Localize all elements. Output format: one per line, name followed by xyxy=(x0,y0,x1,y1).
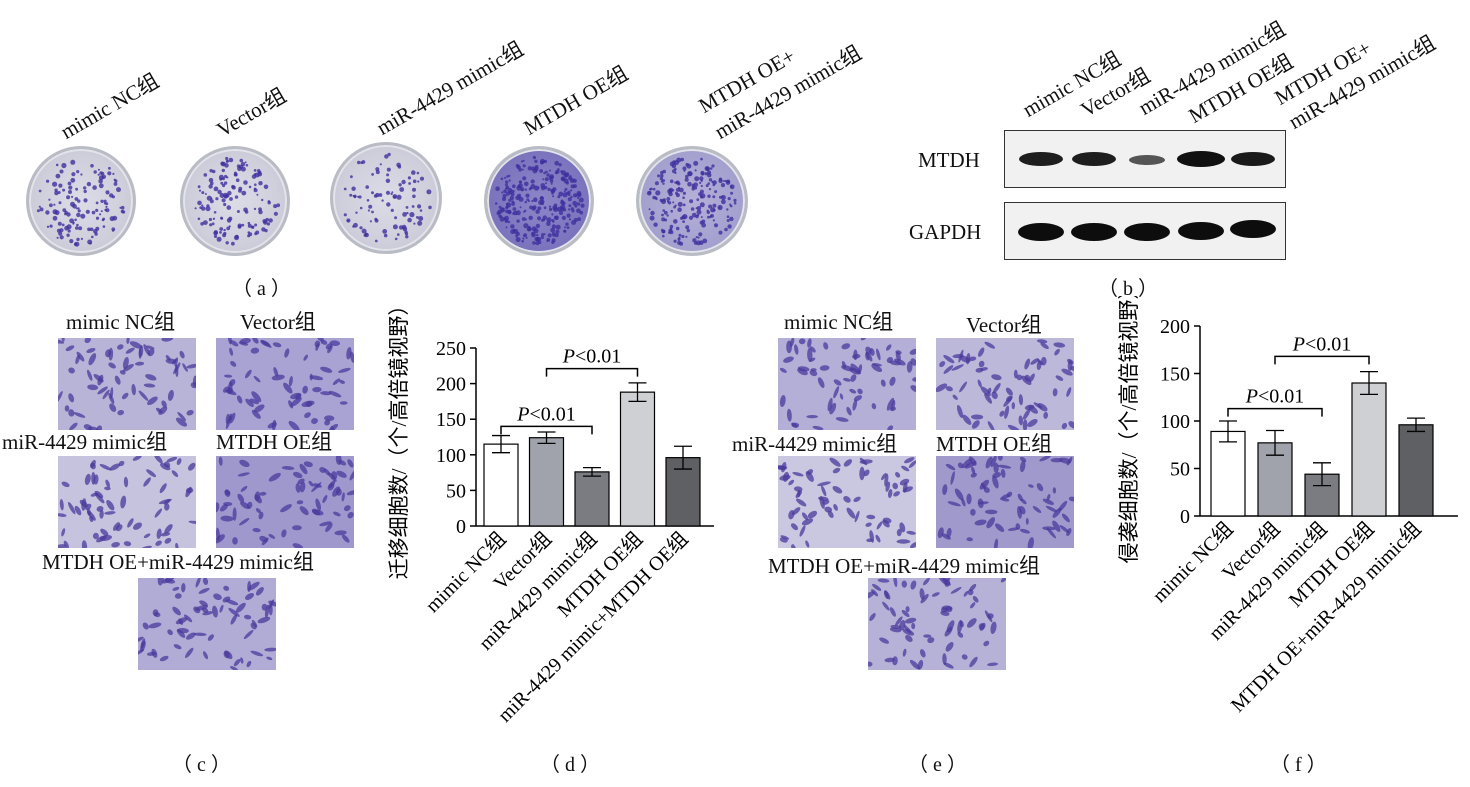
migration-label-mtdh-oe-mir4429: MTDH OE+miR-4429 mimic组 xyxy=(42,550,314,574)
micrograph-cells xyxy=(868,578,1006,670)
blot-row-label-gapdh: GAPDH xyxy=(909,220,982,244)
invasion-image-mtdh-oe xyxy=(936,456,1074,548)
migration-image-mtdh-oe-mir4429 xyxy=(138,578,276,670)
colony-label-mir4429-mimic: miR-4429 mimic组 xyxy=(372,36,528,140)
migration-label-mir4429-mimic: miR-4429 mimic组 xyxy=(2,430,168,454)
band-mtdh-3 xyxy=(1129,155,1165,165)
y-tick-label: 200 xyxy=(1160,316,1190,338)
micrograph-cells xyxy=(778,457,916,548)
micrograph-cells xyxy=(222,338,354,430)
bar-4 xyxy=(619,391,656,527)
micrograph-cells xyxy=(58,338,196,430)
y-tick-label: 0 xyxy=(1180,506,1190,528)
micrograph-cells xyxy=(216,456,354,548)
band-mtdh-2 xyxy=(1072,152,1116,166)
y-tick-label: 250 xyxy=(436,338,466,360)
caption-d: （ d ） xyxy=(540,754,600,776)
colony-speckles xyxy=(194,156,281,246)
caption-f: （ f ） xyxy=(1270,754,1327,776)
significance-bracket-1 xyxy=(1227,407,1323,417)
migration-image-mtdh-oe xyxy=(216,456,354,548)
significance-label-2: P<0.01 xyxy=(562,346,622,368)
y-tick-label: 100 xyxy=(436,445,466,467)
y-axis-label: 迁移细胞数/（个/高倍镜视野） xyxy=(387,296,411,579)
blot-bands-mtdh xyxy=(1019,151,1275,167)
significance-label-1: P<0.01 xyxy=(516,403,576,425)
y-tick-label: 50 xyxy=(446,480,466,502)
bar-2 xyxy=(528,437,565,527)
colony-speckles xyxy=(343,152,432,243)
blot-strip-gapdh xyxy=(1004,202,1286,260)
colony-label-vector: Vector组 xyxy=(212,83,291,142)
colony-speckles xyxy=(646,157,737,246)
migration-label-mimic-nc: mimic NC组 xyxy=(66,310,176,334)
invasion-label-mtdh-oe: MTDH OE组 xyxy=(936,432,1053,456)
y-tick-label: 100 xyxy=(1160,411,1190,433)
bar-1 xyxy=(1210,430,1246,517)
bar-1 xyxy=(483,443,519,527)
micrograph-cells xyxy=(58,456,196,548)
colony-speckles xyxy=(494,155,585,246)
invasion-label-mir4429-mimic: miR-4429 mimic组 xyxy=(732,432,898,456)
migration-image-mir4429-mimic xyxy=(58,456,196,548)
invasion-image-mir4429-mimic xyxy=(778,456,916,548)
colony-dish-vector xyxy=(180,146,290,256)
migration-label-vector: Vector组 xyxy=(240,310,316,334)
colony-dish-mtdh-oe xyxy=(484,146,594,256)
significance-label-2: P<0.01 xyxy=(1292,333,1352,355)
migration-image-mimic-nc xyxy=(58,338,196,430)
band-mtdh-4 xyxy=(1177,151,1225,167)
y-axis-label: 侵袭细胞数/（个/高倍镜视野） xyxy=(1117,296,1141,563)
colony-speckles xyxy=(36,159,126,247)
y-tick-label: 150 xyxy=(1160,364,1190,386)
blot-row-label-mtdh: MTDH xyxy=(918,148,980,172)
colony-dish-mimic-nc xyxy=(26,146,136,256)
invasion-image-vector xyxy=(936,338,1074,430)
blot-bands-gapdh xyxy=(1018,220,1276,241)
y-tick-label: 0 xyxy=(456,516,466,538)
band-gapdh-1 xyxy=(1018,223,1064,241)
blot-strip-mtdh xyxy=(1004,130,1286,188)
y-tick-label: 150 xyxy=(436,409,466,431)
colony-label-mimic-nc: mimic NC组 xyxy=(56,68,163,144)
y-tick-label: 50 xyxy=(1170,459,1190,481)
significance-bracket-2 xyxy=(1274,355,1370,365)
micrograph-cells xyxy=(138,578,276,670)
micrograph-cells xyxy=(936,339,1074,430)
y-tick-label: 200 xyxy=(436,374,466,396)
significance-bracket-1 xyxy=(500,425,593,435)
caption-c: （ c ） xyxy=(172,754,231,776)
significance-label-1: P<0.01 xyxy=(1245,386,1305,408)
colony-label-mtdh-oe: MTDH OE组 xyxy=(519,61,633,140)
caption-b: （ b ） xyxy=(1098,278,1158,300)
invasion-label-mimic-nc: mimic NC组 xyxy=(784,310,894,334)
caption-e: （ e ） xyxy=(908,754,967,776)
band-gapdh-5 xyxy=(1230,220,1276,238)
invasion-label-mtdh-oe-mir4429: MTDH OE+miR-4429 mimic组 xyxy=(768,554,1040,578)
bar-3 xyxy=(574,471,610,527)
bar-4 xyxy=(1351,382,1387,517)
micrograph-cells xyxy=(937,456,1074,548)
migration-image-vector xyxy=(216,338,354,430)
colony-dish-mtdh-oe-mir4429 xyxy=(636,146,748,256)
band-mtdh-5 xyxy=(1231,152,1275,166)
invasion-image-mimic-nc xyxy=(778,338,916,430)
band-gapdh-2 xyxy=(1071,223,1117,241)
colony-dish-mir4429-mimic xyxy=(330,142,442,254)
band-mtdh-1 xyxy=(1019,152,1063,166)
invasion-image-mtdh-oe-mir4429 xyxy=(868,578,1006,670)
invasion-label-vector: Vector组 xyxy=(966,313,1042,337)
migration-label-mtdh-oe: MTDH OE组 xyxy=(216,430,333,454)
caption-a: （ a ） xyxy=(232,278,291,300)
micrograph-cells xyxy=(779,338,916,430)
band-gapdh-4 xyxy=(1178,222,1224,240)
bar-5 xyxy=(1398,424,1434,517)
significance-bracket-2 xyxy=(545,367,639,377)
band-gapdh-3 xyxy=(1124,223,1170,241)
